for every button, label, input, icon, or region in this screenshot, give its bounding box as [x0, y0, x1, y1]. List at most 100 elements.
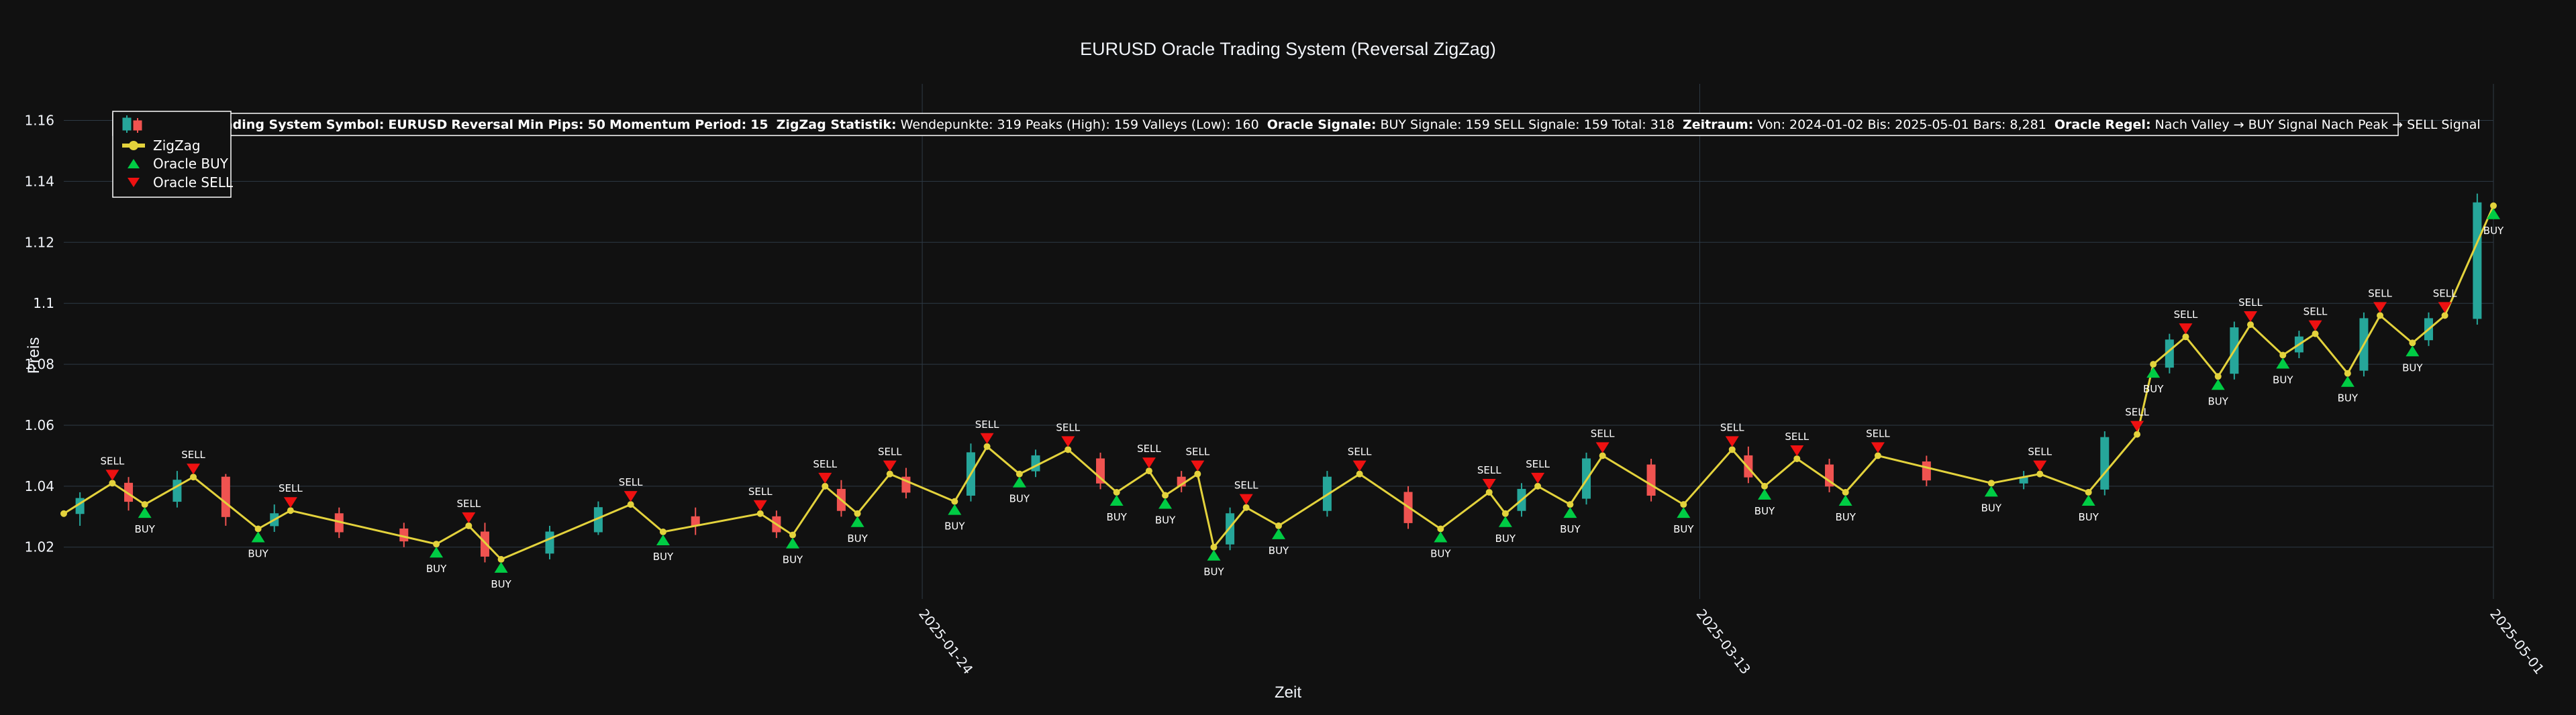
buy-signal-marker: [2146, 367, 2161, 378]
sell-signal-marker: [1061, 436, 1075, 447]
sell-signal-marker: [187, 463, 201, 475]
sell-signal-label: SELL: [1477, 464, 1501, 476]
legend-item-candles[interactable]: [122, 115, 142, 133]
zigzag-point: [2490, 202, 2497, 209]
sell-signal-label: SELL: [2303, 306, 2328, 318]
sell-signal-marker: [1239, 494, 1253, 505]
zigzag-point: [1210, 543, 1218, 551]
zigzag-point: [1145, 468, 1152, 475]
buy-signal-marker: [1109, 494, 1124, 506]
zigzag-point: [951, 498, 958, 505]
zigzag-point: [627, 501, 634, 508]
info-signals-label: Oracle Signale:: [1267, 117, 1377, 132]
legend-item-buy[interactable]: Oracle BUY: [128, 156, 229, 172]
zigzag-point: [254, 525, 262, 533]
buy-signal-label: BUY: [1009, 493, 1030, 505]
zigzag-point: [1356, 470, 1363, 478]
candle-body: [172, 480, 182, 502]
buy-signal-label: BUY: [1155, 514, 1176, 526]
sell-signal-label: SELL: [2125, 406, 2149, 419]
sell-signal-marker: [1790, 445, 1804, 456]
zigzag-point: [109, 480, 116, 487]
zigzag-point: [1064, 446, 1072, 453]
info-zigzag-label: ZigZag Statistik:: [777, 117, 897, 132]
buy-signal-label: BUY: [2208, 395, 2229, 407]
candle: [691, 507, 700, 535]
zigzag-point: [1680, 501, 1687, 508]
buy-signal-label: BUY: [1430, 547, 1451, 559]
zigzag-point: [1501, 510, 1509, 517]
sell-signal-marker: [883, 460, 897, 472]
legend-item-sell[interactable]: Oracle SELL: [128, 174, 234, 190]
buy-signal-marker: [1984, 486, 1998, 497]
y-tick-label: 1.1: [33, 295, 54, 311]
sell-signal-marker: [462, 512, 476, 523]
buy-signal-label: BUY: [491, 578, 511, 590]
zigzag-point: [2182, 333, 2189, 341]
buy-signal-marker: [1498, 516, 1512, 527]
zigzag-point: [1842, 488, 1849, 496]
sell-signal-label: SELL: [1866, 427, 1890, 439]
info-mode: Reversal: [451, 117, 513, 132]
grid-layer: [64, 84, 2494, 599]
buy-signal-label: BUY: [1673, 523, 1694, 535]
buy-signal-label: BUY: [847, 533, 868, 545]
buy-signal-label: BUY: [1106, 511, 1127, 523]
sell-signal-marker: [283, 497, 297, 508]
buy-signal-marker: [1838, 494, 1852, 506]
buy-signal-marker: [2487, 208, 2500, 219]
info-symbol-label: Symbol:: [326, 117, 385, 132]
buy-signal-marker: [850, 516, 864, 527]
info-period: Von: 2024-01-02 Bis: 2025-05-01 Bars: 8,…: [1757, 117, 2046, 132]
buy-signal-label: BUY: [1560, 523, 1581, 535]
buy-signal-label: BUY: [653, 551, 674, 563]
sell-signal-label: SELL: [2238, 296, 2263, 309]
buy-signal-marker: [2340, 376, 2355, 387]
info-min-pips-label: Min Pips:: [517, 117, 584, 132]
sell-signal-label: SELL: [1348, 446, 1372, 458]
sell-signal-label: SELL: [1591, 427, 1615, 439]
buy-signal-label: BUY: [1495, 533, 1516, 545]
candle-body: [2100, 437, 2110, 490]
info-period-label: Zeitraum:: [1683, 117, 1753, 132]
zigzag-point: [2036, 470, 2044, 478]
zigzag-point: [983, 443, 991, 450]
buy-signal-marker: [2081, 494, 2095, 506]
sell-signal-label: SELL: [1185, 446, 1209, 458]
sell-signal-label: SELL: [2368, 287, 2392, 299]
candle-body: [221, 476, 230, 517]
candle: [1646, 458, 1656, 502]
sell-signal-label: SELL: [813, 458, 837, 470]
sell-signal-marker: [624, 491, 638, 502]
buy-signal-label: BUY: [1981, 502, 2002, 514]
buy-signal-marker: [2406, 345, 2420, 357]
zigzag-point: [822, 482, 829, 490]
y-tick-label: 1.06: [24, 417, 54, 433]
sell-signal-label: SELL: [2433, 287, 2457, 299]
legend-item-zigzag[interactable]: ZigZag: [122, 138, 201, 154]
buy-signal-marker: [1677, 507, 1691, 518]
candle-body: [1922, 461, 1931, 481]
candle: [2165, 333, 2174, 374]
sell-signal-label: SELL: [2174, 309, 2198, 321]
zigzag-point: [287, 507, 294, 514]
candlestick-icon: [122, 115, 142, 133]
buy-signal-label: BUY: [1203, 566, 1224, 578]
sell-signal-marker: [818, 472, 832, 484]
sell-signal-label: SELL: [975, 419, 999, 431]
buy-signal-label: BUY: [2143, 383, 2164, 395]
zigzag-point: [1275, 522, 1282, 529]
zigzag-point: [1793, 455, 1801, 462]
buy-signal-marker: [1012, 476, 1026, 488]
candle-body: [399, 528, 409, 542]
candle-body: [1646, 464, 1656, 496]
zigzag-point: [2409, 339, 2416, 347]
info-rule-label: Oracle Regel:: [2054, 117, 2151, 132]
buy-signal-marker: [138, 507, 152, 518]
sell-signal-label: SELL: [878, 446, 902, 458]
info-signals: BUY Signale: 159 SELL Signale: 159 Total…: [1380, 117, 1675, 132]
sell-signal-marker: [2438, 302, 2452, 313]
candle-body: [2473, 202, 2482, 319]
sell-signal-marker: [1531, 472, 1545, 484]
